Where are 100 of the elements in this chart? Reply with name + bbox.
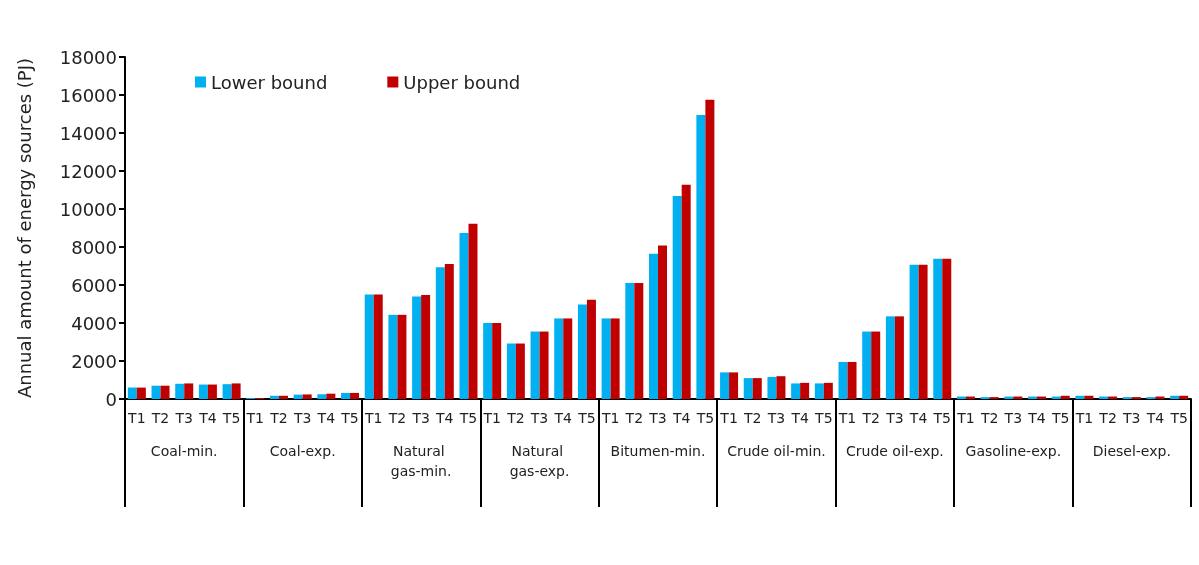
x-tick-label: T5: [458, 410, 478, 426]
y-tick-label: 4000: [71, 312, 117, 334]
bar: [942, 258, 952, 399]
bar: [933, 258, 943, 399]
x-tick-label: T5: [1169, 410, 1188, 426]
bar: [326, 393, 336, 399]
x-tick-label: T4: [908, 410, 928, 426]
bar: [610, 318, 620, 399]
bar: [871, 331, 881, 399]
x-tick-label: T2: [387, 410, 407, 426]
bar: [767, 376, 777, 399]
x-tick-label: T2: [743, 410, 762, 426]
bar: [743, 378, 753, 399]
bar: [421, 294, 431, 399]
bar: [151, 385, 161, 399]
bar: [814, 383, 824, 399]
bar: [136, 387, 146, 399]
bar: [492, 323, 502, 399]
y-tick-label: 14000: [59, 122, 117, 144]
y-tick-label: 2000: [71, 350, 117, 372]
x-tick-label: T5: [932, 410, 951, 426]
bar: [800, 382, 810, 399]
x-tick-label: T2: [506, 410, 525, 426]
bar: [302, 394, 312, 399]
x-tick-label: T3: [1003, 410, 1023, 426]
x-tick-label: T1: [719, 410, 738, 426]
x-tick-label: T5: [221, 410, 241, 426]
x-tick-label: T5: [814, 410, 833, 426]
y-tick-label: 10000: [59, 198, 117, 220]
bar: [350, 392, 360, 399]
bar: [838, 361, 848, 399]
y-tick-label: 6000: [71, 274, 117, 296]
x-tick-label: T1: [482, 410, 501, 426]
bar: [634, 283, 644, 399]
y-tick-label: 12000: [59, 160, 117, 182]
bar: [1170, 395, 1180, 399]
bar: [862, 331, 872, 399]
x-tick-label: T4: [790, 410, 809, 426]
x-tick-label: T2: [150, 410, 170, 426]
x-tick-label: T2: [979, 410, 999, 426]
bar: [1060, 395, 1070, 399]
text: Coal-exp.: [269, 443, 336, 459]
bar: [293, 394, 303, 399]
bar: [278, 395, 288, 399]
bar: [364, 294, 374, 399]
legend-label: Upper bound: [403, 71, 521, 93]
bar: [649, 253, 658, 399]
bar: [435, 267, 445, 399]
bar: [269, 395, 279, 399]
x-tick-label: T3: [529, 410, 549, 426]
bar: [373, 294, 383, 399]
text: Gasoline-exp.: [965, 443, 1062, 459]
bar: [444, 264, 454, 399]
x-tick-label: T4: [198, 410, 217, 426]
x-tick-label: T1: [1074, 410, 1094, 426]
bar: [885, 316, 895, 399]
bar: [397, 314, 407, 399]
text: Crude oil-exp.: [846, 443, 944, 459]
x-tick-label: T4: [1027, 410, 1046, 426]
x-tick-label: T3: [411, 410, 430, 426]
x-tick-label: T2: [624, 410, 644, 426]
bar: [127, 387, 137, 399]
x-tick-label: T3: [885, 410, 904, 426]
bar: [586, 299, 596, 399]
bar: [658, 245, 667, 399]
x-tick-label: T1: [600, 410, 620, 426]
bar: [198, 384, 208, 399]
bar: [184, 383, 194, 399]
x-tick-label: T1: [364, 410, 383, 426]
bar: [752, 378, 762, 399]
bar: [918, 264, 928, 399]
bar: [563, 318, 573, 399]
bar: [1084, 395, 1094, 399]
bar: [468, 223, 478, 399]
bar: [1179, 395, 1189, 399]
bar: [515, 343, 525, 399]
x-tick-label: T4: [671, 410, 691, 426]
bar: [681, 184, 691, 399]
bar: [222, 384, 232, 399]
x-tick-label: T5: [1050, 410, 1070, 426]
bar: [175, 383, 185, 399]
bar: [341, 392, 351, 399]
text: Crude oil-min.: [727, 443, 826, 459]
bar: [483, 323, 493, 399]
bar: [705, 99, 715, 399]
x-tick-label: T4: [316, 410, 336, 426]
x-tick-label: T1: [956, 410, 975, 426]
bar: [847, 361, 857, 399]
x-tick-label: T5: [695, 410, 715, 426]
bar: [601, 318, 611, 399]
bar: [412, 296, 422, 399]
legend-label: Lower bound: [211, 71, 328, 93]
bar: [1075, 395, 1085, 399]
bar: [791, 383, 801, 399]
text: Natural gas-min.: [390, 443, 452, 479]
x-tick-label: T4: [435, 410, 454, 426]
x-tick-label: T1: [837, 410, 857, 426]
bar: [720, 372, 730, 399]
text: Bitumen-min.: [610, 443, 706, 459]
text: Coal-min.: [150, 443, 218, 459]
